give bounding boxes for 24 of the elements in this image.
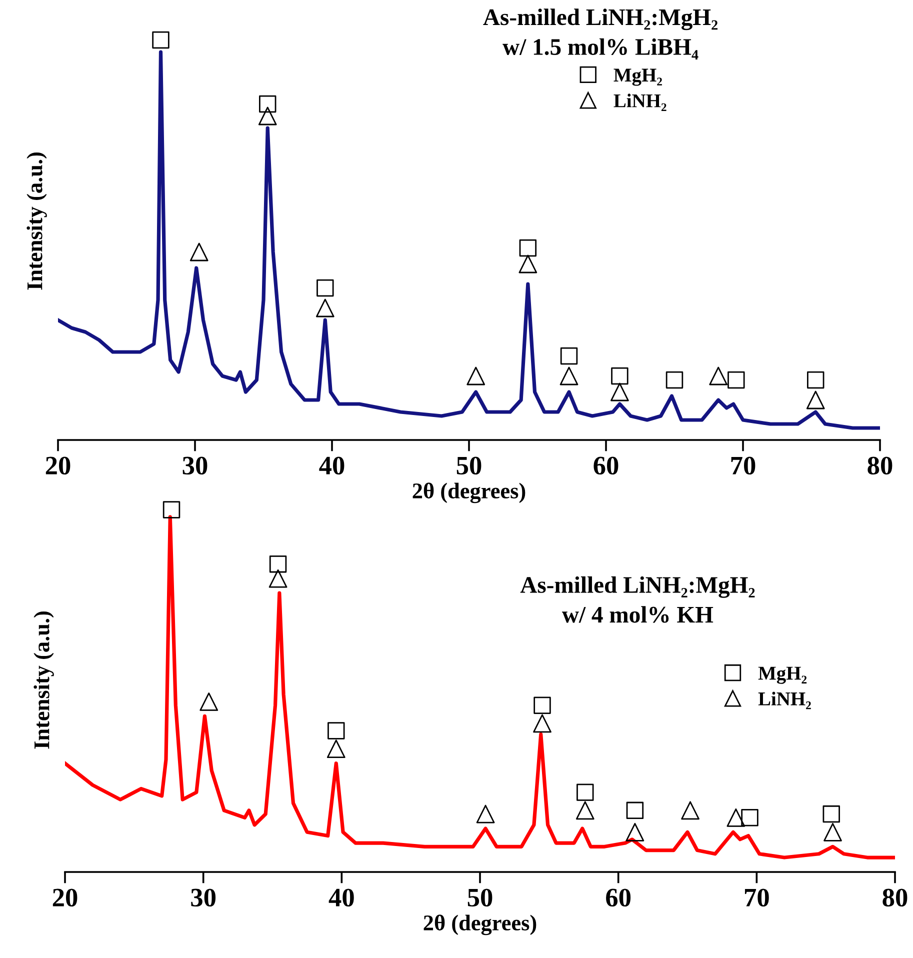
legend-label: LiNH₂ [758,692,811,710]
x-tick-label: 80 [882,888,908,907]
x-tick-label: 50 [468,888,492,907]
x-tick-label: 20 [52,888,78,907]
x-tick-label: 70 [731,456,756,475]
x-tick-label: 50 [456,456,482,475]
x-tick-label: 60 [594,456,618,475]
x-axis-title: 2θ (degrees) [424,914,536,936]
x-tick-label: 40 [319,456,344,475]
x-tick-label: 60 [606,888,631,907]
chart-title: As-milled LiNH₂:MgH₂ w/ 1.5 mol% LiBH₄ [483,8,718,60]
x-tick-label: 40 [328,888,354,907]
x-tick-label: 30 [191,888,216,907]
y-axis-title: Intensity (a.u.) [26,152,47,290]
x-axis-title: 2θ (degrees) [412,482,526,504]
legend-label: LiNH₂ [614,94,666,112]
x-tick-label: 30 [182,456,208,475]
text: As-milled LiNH₂:MgH₂ w/ 4 mol% KH [520,576,755,623]
x-tick-label: 70 [744,888,769,907]
x-tick-label: 20 [46,456,70,475]
legend-label: MgH₂ [758,666,807,684]
x-tick-label: 80 [868,456,892,475]
y-axis-title: Intensity (a.u.) [34,612,54,749]
legend-label: MgH₂ [614,68,662,86]
